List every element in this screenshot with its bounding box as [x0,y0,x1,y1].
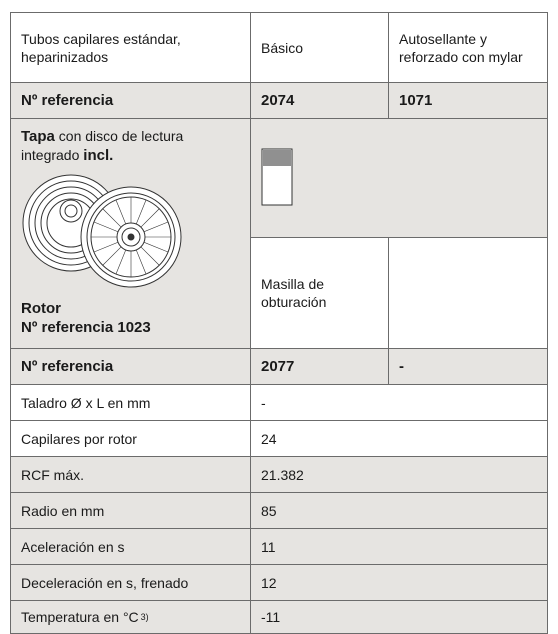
capillary-cell [250,118,548,238]
seal-text: Masilla de obturación [261,276,327,310]
rotor-drawing [22,174,182,288]
label-text: RCF máx. [21,466,84,483]
label-text: Aceleración en s [21,538,125,555]
header-text: Básico [261,39,304,56]
label-text: Deceleración en s, frenado [21,574,189,591]
ref-cell: 2077 [250,348,389,385]
label-cell: Taladro Ø x L en mm [10,384,251,421]
value-cell: 21.382 [250,456,548,493]
value-text: 12 [261,574,277,591]
value-text: 24 [261,430,277,447]
ref-text: 2077 [261,357,295,375]
label-text: Capilares por rotor [21,430,137,447]
label-cell: RCF máx. [10,456,251,493]
empty-cell [388,237,548,349]
lid-text: Tapa con disco de lectura integrado incl… [21,127,241,165]
label-text: Radio en mm [21,502,105,519]
label-text: Taladro Ø x L en mm [21,394,151,411]
value-cell: 85 [250,492,548,529]
value-text: 21.382 [261,466,304,483]
header-cell: Tubos capilares estándar, heparinizados [10,12,251,83]
lid-bold: Tapa [21,128,55,145]
ref-cell: Nº referencia [10,348,251,385]
seal-cell: Masilla de obturación [250,237,389,349]
header-cell: Autosellante y reforzado con mylar [388,12,548,83]
value-text: 85 [261,502,277,519]
label-cell: Temperatura en °C 3) [10,600,251,634]
value-cell: -11 [250,600,548,634]
rotor-ref: Nº referencia 1023 [21,319,151,336]
header-cell: Básico [250,12,389,83]
label-cell: Deceleración en s, frenado [10,564,251,601]
header-text: Tubos capilares estándar, heparinizados [21,30,181,65]
value-cell: 24 [250,420,548,457]
value-text: -11 [261,609,281,625]
ref-cell: Nº referencia [10,82,251,119]
value-cell: - [250,384,548,421]
rotor-name: Rotor [21,300,61,317]
ref-cell: 1071 [388,82,548,119]
rotor-cell: Tapa con disco de lectura integrado incl… [10,118,251,349]
ref-text: Nº referencia [21,91,114,109]
capillary-icon [261,148,293,206]
header-text: Autosellante y reforzado con mylar [399,30,523,65]
ref-cell: - [388,348,548,385]
footnote-mark: 3) [140,612,149,622]
label-cell: Capilares por rotor [10,420,251,457]
lid-bold: incl. [83,147,114,164]
label-text: Temperatura en °C [21,609,139,625]
ref-text: 2074 [261,91,295,109]
label-cell: Aceleración en s [10,528,251,565]
value-text: 11 [261,538,276,555]
value-text: - [261,394,266,411]
ref-text: Nº referencia [21,357,114,375]
ref-text: - [399,357,404,375]
label-cell: Radio en mm [10,492,251,529]
value-cell: 11 [250,528,548,565]
ref-text: 1071 [399,91,433,109]
value-cell: 12 [250,564,548,601]
lid-plain: con disco de lectura integrado [21,128,184,163]
ref-cell: 2074 [250,82,389,119]
